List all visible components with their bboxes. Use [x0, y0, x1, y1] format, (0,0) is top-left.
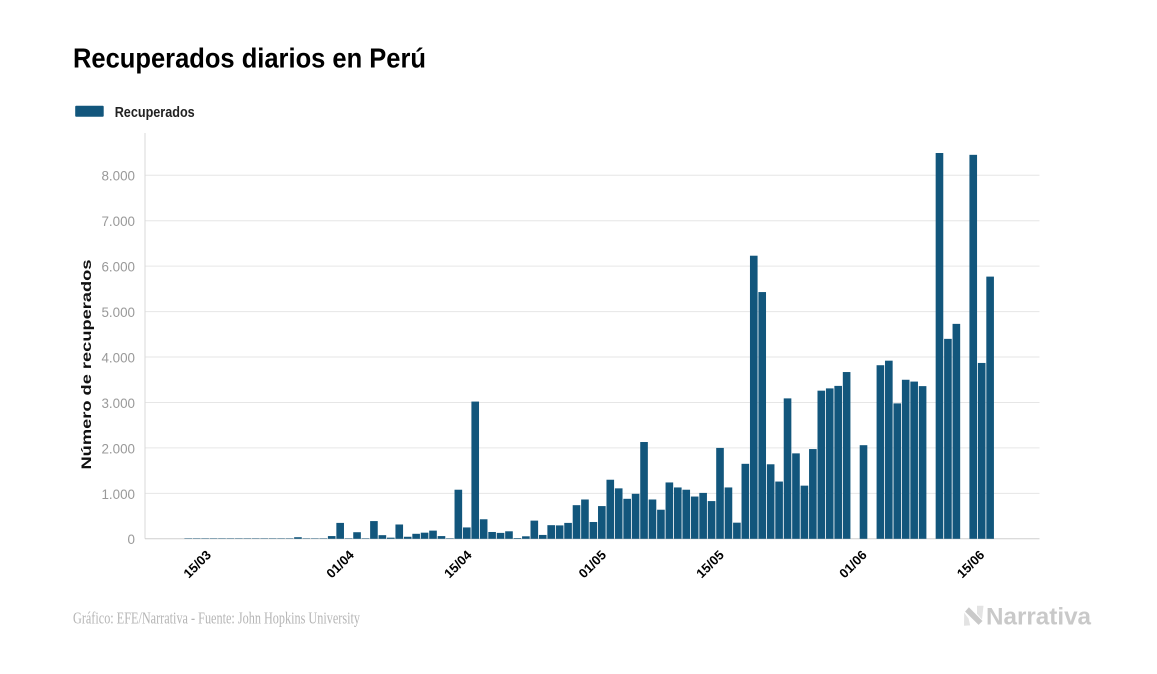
svg-text:2.000: 2.000 [101, 441, 135, 456]
svg-text:4.000: 4.000 [101, 350, 135, 365]
svg-text:1.000: 1.000 [101, 487, 135, 502]
svg-text:Número de recuperados: Número de recuperados [78, 259, 94, 469]
svg-text:Recuperados: Recuperados [115, 105, 195, 121]
svg-text:Gráfico: EFE/Narrativa - Fuent: Gráfico: EFE/Narrativa - Fuente: John Ho… [73, 609, 360, 628]
svg-text:7.000: 7.000 [101, 214, 135, 229]
svg-text:Recuperados diarios en Perú: Recuperados diarios en Perú [73, 43, 426, 74]
svg-text:5.000: 5.000 [101, 305, 135, 320]
svg-text:6.000: 6.000 [101, 260, 135, 275]
svg-text:Narrativa: Narrativa [986, 604, 1092, 631]
svg-text:3.000: 3.000 [101, 396, 135, 411]
svg-text:0: 0 [128, 532, 135, 547]
svg-text:8.000: 8.000 [101, 169, 135, 184]
